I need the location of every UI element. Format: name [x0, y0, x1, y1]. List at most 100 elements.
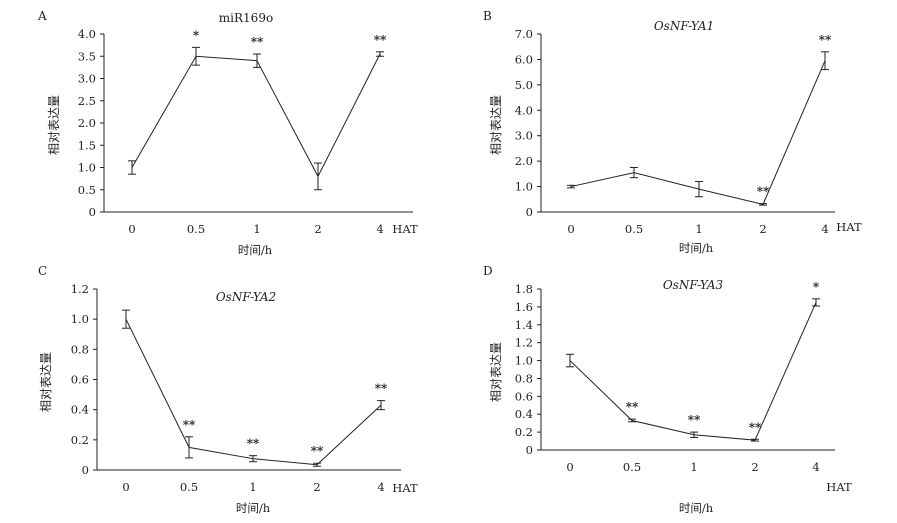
series-line — [131, 53, 381, 178]
error-bar — [128, 160, 136, 175]
panel-label: D — [483, 264, 493, 278]
error-bar — [751, 438, 759, 442]
error-bar — [185, 436, 193, 459]
chart-title: miR169o — [219, 11, 273, 25]
error-bar — [812, 298, 820, 307]
x-tick-label: 2 — [751, 460, 758, 474]
x-tick-label: 0 — [567, 222, 574, 236]
error-bar — [376, 51, 384, 57]
error-bar — [759, 203, 767, 206]
y-tick-label: 1.2 — [515, 336, 533, 350]
significance-mark: ** — [757, 185, 770, 199]
error-bar — [690, 431, 698, 438]
y-tick-label: 0.6 — [515, 389, 533, 403]
error-bar — [253, 53, 261, 68]
x-tick-label: 2 — [313, 480, 320, 494]
significance-mark: * — [193, 28, 200, 42]
x-tick-label: 4 — [377, 480, 384, 494]
y-tick-label: 1.6 — [515, 300, 533, 314]
significance-mark: ** — [183, 418, 196, 432]
error-bar — [313, 462, 321, 467]
x-tick-label: 0.5 — [623, 460, 641, 474]
y-tick-label: 0.8 — [515, 371, 533, 385]
x-axis-label: 时间/h — [679, 501, 714, 515]
error-bar — [567, 184, 575, 189]
y-tick-label: 1.5 — [78, 138, 96, 152]
x-tick-label: 1 — [249, 480, 256, 494]
panel-label: B — [483, 9, 492, 23]
y-tick-label: 3.5 — [78, 49, 96, 63]
error-bar — [192, 46, 200, 66]
error-bar — [566, 353, 574, 368]
chart-panel-c: C OsNF-YA2 0 0.2 0.4 0.6 0.8 1.0 1.2 0 0.5 1 2 4 HAT 时间… — [38, 264, 418, 515]
x-tick-label: 4 — [821, 222, 828, 236]
y-tick-label: 0.2 — [515, 425, 533, 439]
y-tick-label: 0 — [526, 205, 533, 219]
y-tick-label: 3.0 — [78, 72, 96, 86]
x-axis-label: 时间/h — [238, 243, 273, 257]
y-tick-label: 3.0 — [515, 129, 533, 143]
x-tick-label: 4 — [376, 222, 383, 236]
x-tick-label: 0.5 — [180, 480, 198, 494]
y-tick-label: 0.6 — [71, 373, 89, 387]
y-tick-label: 0 — [89, 205, 96, 219]
y-tick-label: 0 — [82, 463, 89, 477]
y-tick-label: 0.8 — [71, 342, 89, 356]
x-tick-label: 0.5 — [625, 222, 643, 236]
y-tick-label: 4.0 — [78, 27, 96, 41]
significance-mark: ** — [374, 33, 387, 47]
y-tick-label: 1.0 — [78, 161, 96, 175]
y-tick-label: 0.2 — [71, 433, 89, 447]
x-tick-label: 4 — [812, 460, 819, 474]
chart-panel-d: D OsNF-YA3 0 0.2 0.4 0.6 0.8 1.0 1.2 1.4 1.6 1.8 0 0.… — [483, 264, 852, 515]
y-axis-label: 相对表达量 — [47, 95, 61, 155]
significance-mark: * — [813, 280, 820, 294]
y-tick-label: 2.5 — [78, 94, 96, 108]
y-tick-label: 5.0 — [515, 78, 533, 92]
y-tick-label: 0.5 — [78, 183, 96, 197]
significance-mark: ** — [626, 400, 639, 414]
y-tick-label: 0 — [526, 443, 533, 457]
x-tick-label: 1 — [695, 222, 702, 236]
x-tick-label: 1 — [690, 460, 697, 474]
panel-label: A — [37, 9, 47, 23]
significance-mark: ** — [247, 437, 260, 451]
y-tick-label: 1.4 — [515, 318, 533, 332]
chart-panel-b: B OsNF-YA1 0 1.0 2.0 3.0 4.0 5.0 6.0 7.0 0 0.5 1 2 4 HA… — [483, 9, 862, 255]
x-axis-label: 时间/h — [236, 501, 271, 515]
x-axis-label: 时间/h — [679, 241, 714, 255]
y-tick-label: 0.4 — [71, 403, 89, 417]
x-unit-label: HAT — [836, 220, 862, 234]
y-tick-label: 1.2 — [71, 282, 89, 296]
x-tick-label: 0 — [128, 222, 135, 236]
significance-mark: ** — [688, 413, 701, 427]
chart-title: OsNF-YA2 — [216, 290, 276, 304]
series-line — [570, 60, 826, 205]
panel-label: C — [38, 264, 47, 278]
x-unit-label: HAT — [392, 481, 418, 495]
error-bar — [630, 167, 638, 179]
error-bar — [628, 418, 636, 423]
x-unit-label: HAT — [826, 480, 852, 494]
x-tick-label: 0.5 — [187, 222, 205, 236]
chart-title: OsNF-YA3 — [663, 278, 724, 292]
significance-mark: ** — [251, 35, 264, 49]
y-tick-label: 6.0 — [515, 52, 533, 66]
y-tick-label: 4.0 — [515, 103, 533, 117]
y-tick-label: 2.0 — [78, 116, 96, 130]
y-axis-label: 相对表达量 — [489, 95, 503, 155]
y-axis-label: 相对表达量 — [39, 352, 53, 412]
x-tick-label: 0 — [122, 480, 129, 494]
significance-mark: ** — [749, 420, 762, 434]
y-tick-label: 1.0 — [515, 354, 533, 368]
significance-mark: ** — [375, 382, 388, 396]
error-bar — [377, 400, 385, 411]
x-tick-label: 2 — [759, 222, 766, 236]
error-bar — [249, 455, 257, 463]
error-bar — [821, 51, 829, 71]
x-unit-label: HAT — [392, 222, 418, 236]
y-tick-label: 1.0 — [515, 180, 533, 194]
y-tick-label: 0.4 — [515, 407, 533, 421]
